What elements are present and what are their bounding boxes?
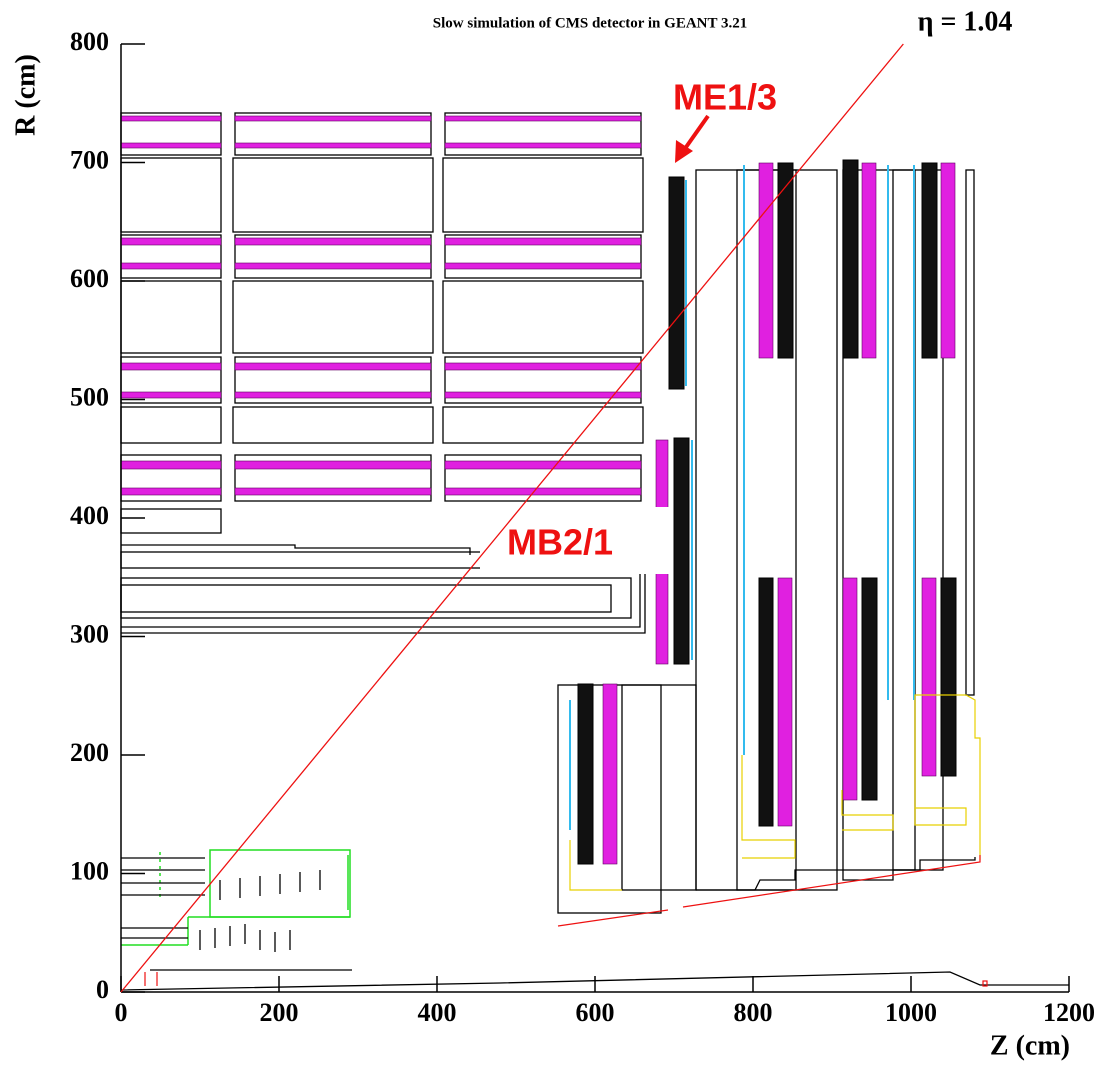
y-tick-label: 100 [70, 856, 109, 885]
y-tick-label: 700 [70, 145, 109, 174]
annotation: ME1/3 [673, 77, 777, 118]
chart-title: Slow simulation of CMS detector in GEANT… [433, 15, 747, 31]
eta-label: η = 1.04 [918, 6, 1013, 37]
y-tick-label: 300 [70, 619, 109, 648]
y-tick-label: 400 [70, 501, 109, 530]
y-tick-label: 500 [70, 382, 109, 411]
x-tick-label: 0 [115, 998, 128, 1027]
x-tick-label: 1000 [885, 998, 937, 1027]
x-tick-label: 400 [418, 998, 457, 1027]
x-tick-label: 1200 [1043, 998, 1095, 1027]
y-tick-label: 800 [70, 27, 109, 56]
x-tick-label: 800 [734, 998, 773, 1027]
eta-line [120, 43, 904, 993]
arrow [675, 114, 710, 163]
x-tick-label: 200 [260, 998, 299, 1027]
y-tick-label: 0 [96, 975, 109, 1004]
y-tick-label: 600 [70, 264, 109, 293]
annotation: MB2/1 [507, 522, 613, 563]
x-axis-label: Z (cm) [990, 1030, 1070, 1061]
y-axis-label: R (cm) [10, 54, 41, 136]
y-tick-label: 200 [70, 738, 109, 767]
x-tick-label: 600 [576, 998, 615, 1027]
detector-geometry [120, 112, 1069, 991]
